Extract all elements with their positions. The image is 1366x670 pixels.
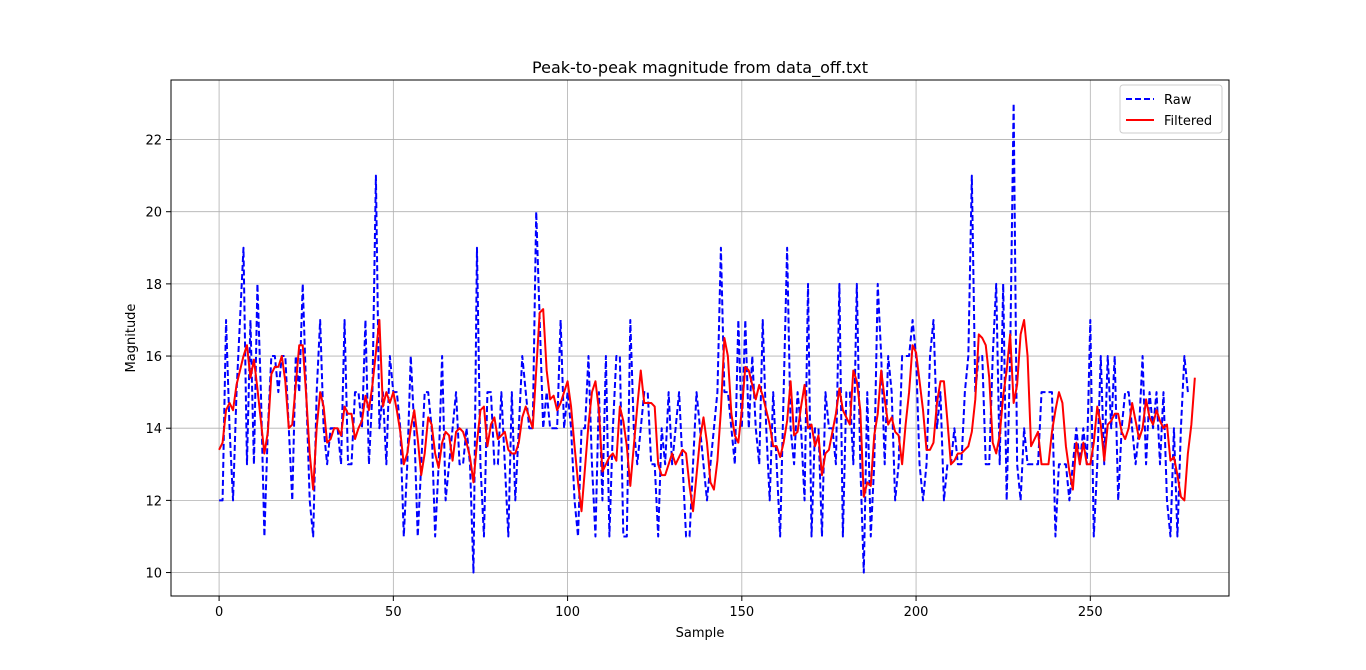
plot-lines	[218, 102, 1196, 574]
x-axis-ticks: 0 50 100 150 200 250	[215, 596, 1103, 620]
y-tick-label: 14	[145, 422, 162, 437]
x-tick-label: 250	[1078, 605, 1103, 620]
y-tick-label: 16	[145, 350, 162, 365]
chart-title: Peak-to-peak magnitude from data_off.txt	[532, 58, 868, 78]
legend-filtered-label: Filtered	[1164, 114, 1212, 129]
y-tick-label: 10	[145, 567, 162, 582]
y-tick-label: 22	[145, 134, 162, 149]
y-tick-label: 12	[145, 494, 162, 509]
x-tick-label: 50	[385, 605, 402, 620]
legend: Raw Filtered	[1119, 84, 1223, 134]
x-tick-label: 150	[729, 605, 754, 620]
y-tick-label: 18	[145, 278, 162, 293]
y-axis-ticks: 10 12 14 16 18 20 22	[145, 134, 171, 582]
x-tick-label: 0	[215, 605, 223, 620]
x-tick-label: 100	[555, 605, 580, 620]
legend-raw-label: Raw	[1164, 93, 1192, 108]
series-line-raw	[219, 102, 1189, 574]
series-line-filtered	[218, 308, 1196, 513]
x-tick-label: 200	[904, 605, 929, 620]
axes-frame	[170, 79, 1230, 597]
y-axis-label: Magnitude	[124, 304, 139, 373]
x-axis-label: Sample	[676, 626, 725, 641]
y-tick-label: 20	[145, 206, 162, 221]
